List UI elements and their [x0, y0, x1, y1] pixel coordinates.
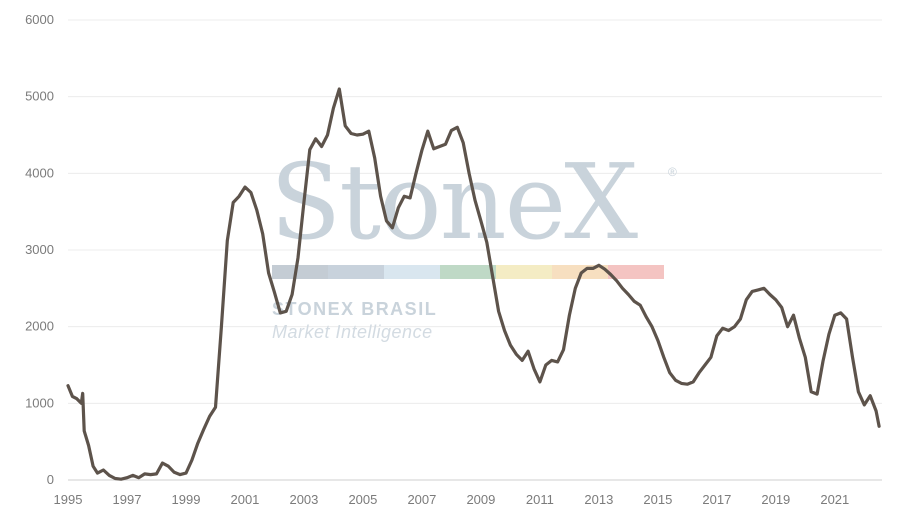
stonex-watermark: StoneX ® STONEX BRASIL Market Intelligen…: [270, 141, 677, 342]
watermark-registered-mark: ®: [668, 165, 677, 179]
x-tick-label: 2013: [584, 492, 613, 507]
x-tick-label: 1999: [172, 492, 201, 507]
x-tick-label: 2011: [526, 492, 554, 507]
x-tick-label: 1997: [113, 492, 142, 507]
watermark-stripe-segment: [440, 265, 496, 279]
x-tick-label: 2021: [820, 492, 849, 507]
gridlines: [68, 19, 882, 404]
x-tick-label: 2003: [289, 492, 318, 507]
y-axis-tick-labels: 0 1000 2000 3000 4000 5000 6000: [25, 12, 54, 487]
watermark-stripe-segment: [608, 265, 664, 279]
watermark-stripe-segment: [384, 265, 440, 279]
watermark-brand: StoneX: [270, 141, 638, 263]
watermark-tagline: Market Intelligence: [272, 322, 433, 342]
y-tick-label: 3000: [25, 242, 54, 257]
watermark-color-stripe: [272, 265, 664, 279]
x-tick-label: 2007: [407, 492, 436, 507]
y-tick-label: 0: [47, 472, 54, 487]
watermark-subtitle: STONEX BRASIL: [272, 299, 437, 319]
x-tick-label: 2005: [348, 492, 377, 507]
x-axis-tick-labels: 1995 1997 1999 2001 2003 2005 2007 2009 2011 2013…: [54, 492, 850, 507]
y-tick-label: 5000: [25, 89, 54, 104]
watermark-stripe-segment: [272, 265, 328, 279]
x-tick-label: 2017: [702, 492, 731, 507]
watermark-stripe-segment: [328, 265, 384, 279]
y-tick-label: 1000: [25, 395, 54, 410]
x-tick-label: 2019: [761, 492, 790, 507]
x-tick-label: 1995: [54, 492, 83, 507]
x-tick-label: 2015: [643, 492, 672, 507]
x-tick-label: 2009: [466, 492, 495, 507]
y-tick-label: 4000: [25, 165, 54, 180]
watermark-stripe-segment: [496, 265, 552, 279]
x-tick-label: 2001: [230, 492, 259, 507]
y-tick-label: 2000: [25, 319, 54, 334]
y-tick-label: 6000: [25, 12, 54, 27]
series-line: [66, 87, 881, 481]
